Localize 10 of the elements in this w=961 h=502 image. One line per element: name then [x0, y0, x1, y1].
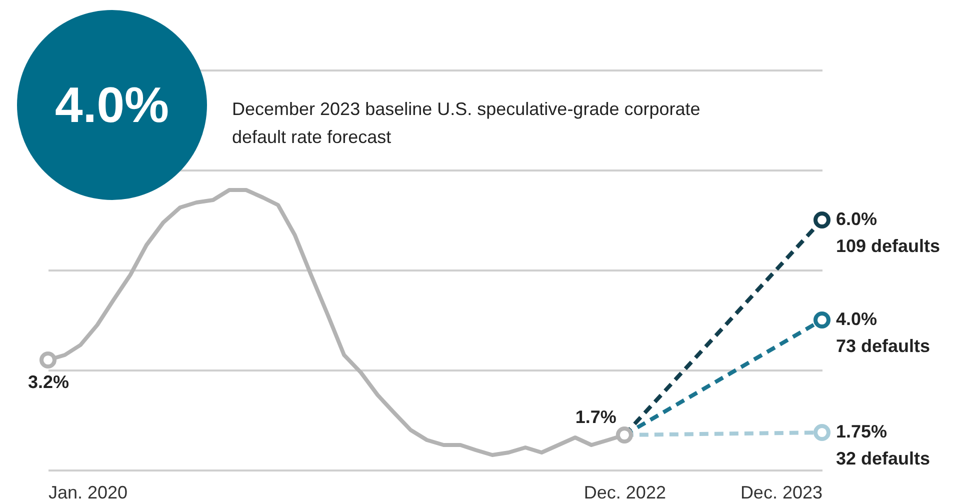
data-label: 1.75% 32 defaults [836, 422, 930, 468]
annotation: 4.0% [55, 76, 169, 134]
data-label: 1.7% [575, 407, 616, 427]
annotation: December 2023 baseline U.S. speculative-grade corporate default rate forecast [232, 98, 702, 149]
data-label: 3.2% [28, 372, 70, 392]
x-tick-label: Dec. 2022 [584, 482, 666, 502]
x-tick-label: Jan. 2020 [48, 482, 128, 502]
data-label: 6.0% 109 defaults [836, 209, 940, 256]
data-label: 4.0% 73 defaults [836, 309, 930, 356]
x-tick-label: Dec. 2023 [740, 482, 822, 502]
